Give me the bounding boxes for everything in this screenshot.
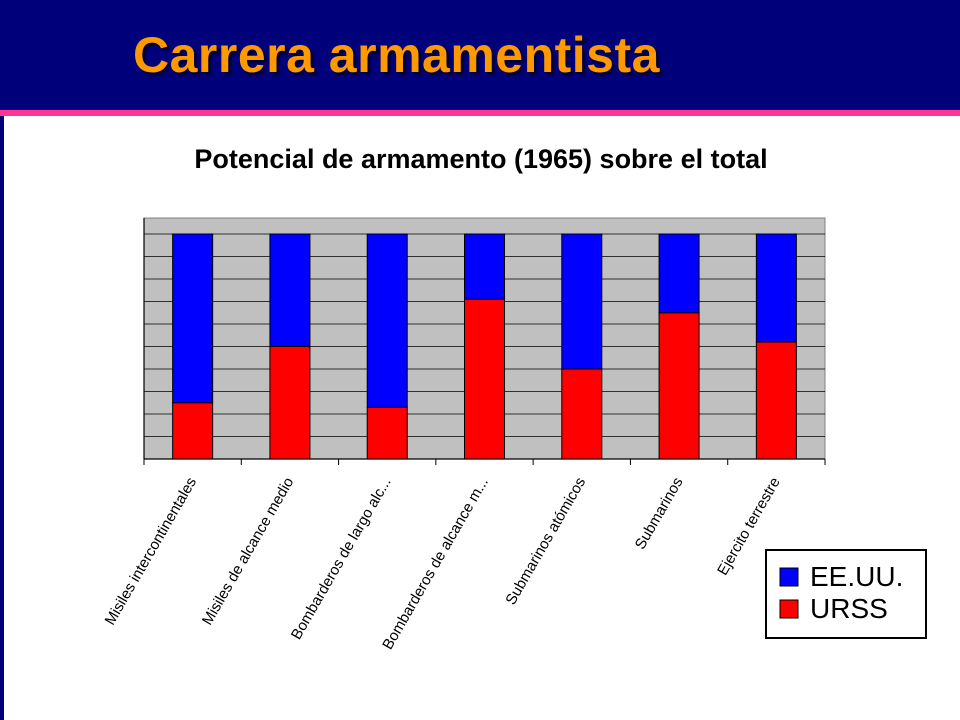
bar-urss-4	[464, 298, 505, 460]
bar-urss-1	[172, 402, 214, 460]
bar-urss-2	[269, 346, 311, 460]
legend-swatch-ee-uu	[779, 567, 799, 587]
bar-ee-uu-1	[172, 233, 214, 404]
bar-urss-5	[561, 368, 603, 460]
chart: Potencial de armamento (1965) sobre el t…	[102, 144, 927, 653]
x-tick-label: Bombarderos de largo alc...	[288, 475, 395, 643]
legend	[765, 549, 927, 639]
bar-ee-uu-5	[561, 233, 603, 370]
bar-urss-6	[658, 312, 700, 460]
x-tick-label: Misiles intercontinentales	[102, 475, 201, 629]
x-tick-label: Submarinos	[632, 475, 687, 553]
bar-urss-3	[366, 406, 408, 460]
x-tick-label: Misiles de alcance medio	[199, 475, 298, 629]
legend-swatch-urss	[779, 599, 799, 619]
bar-urss-7	[755, 341, 797, 460]
title-divider	[0, 110, 960, 116]
x-tick-label: Submarinos atómicos	[502, 475, 589, 608]
slide-title: Carrera armamentista	[133, 27, 660, 83]
bar-ee-uu-7	[755, 233, 797, 343]
chart-title: Potencial de armamento (1965) sobre el t…	[194, 144, 767, 174]
x-tick-label: Bombarderos de alcance m...	[379, 475, 492, 653]
chart-frame: Potencial de armamento (1965) sobre el t…	[4, 116, 960, 720]
legend-label-ee-uu: EE.UU.	[810, 561, 903, 592]
bar-ee-uu-3	[366, 233, 408, 408]
bar-ee-uu-2	[269, 233, 311, 347]
bar-ee-uu-6	[658, 233, 700, 314]
legend-label-urss: URSS	[810, 593, 888, 624]
bar-ee-uu-4	[464, 233, 505, 300]
